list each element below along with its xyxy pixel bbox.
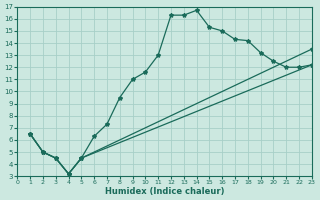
X-axis label: Humidex (Indice chaleur): Humidex (Indice chaleur) [105,187,224,196]
